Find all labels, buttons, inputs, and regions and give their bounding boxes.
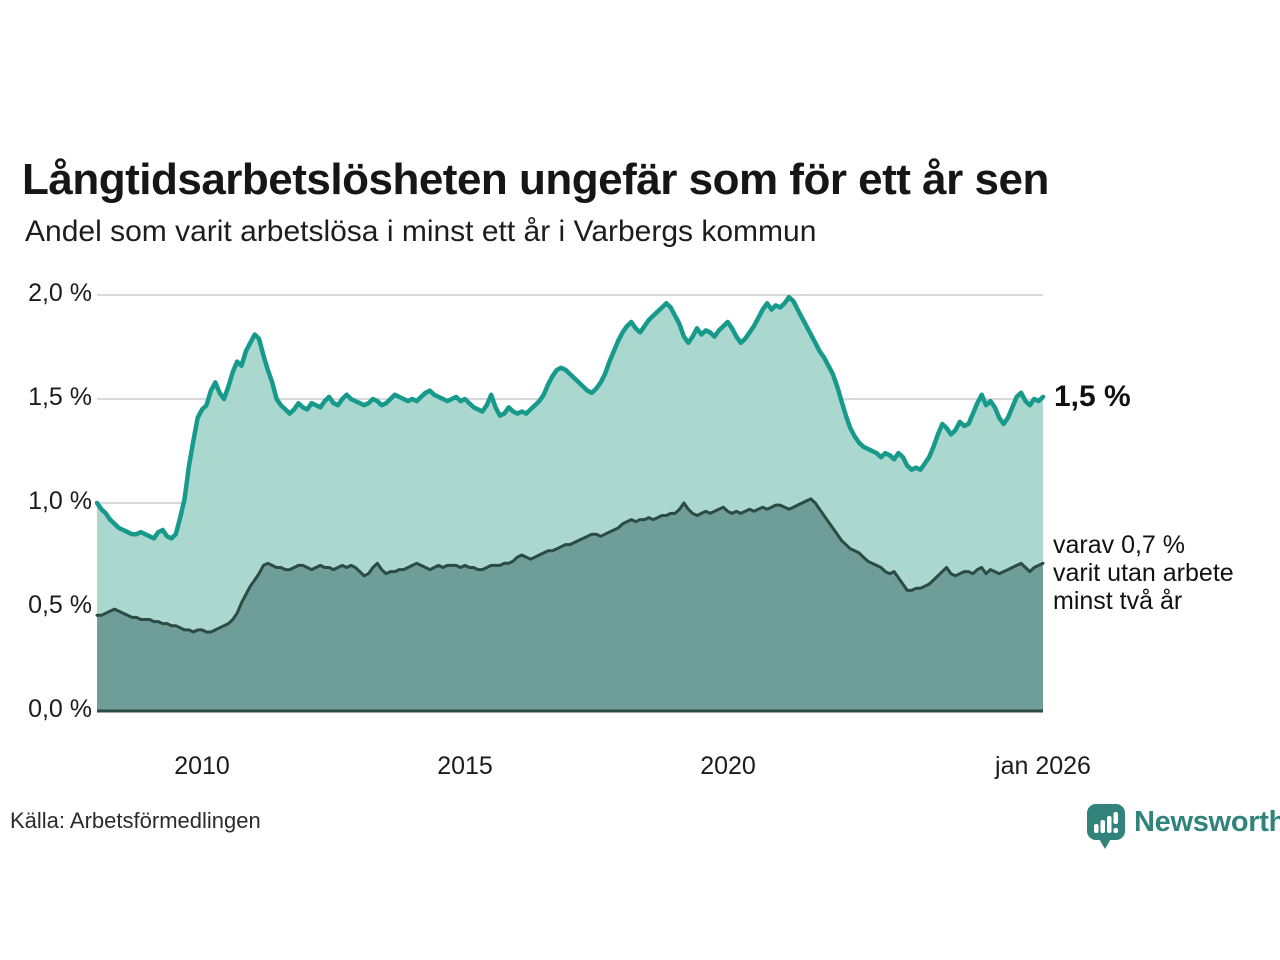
y-axis-tick: 2,0 % [28,279,92,307]
brand-name: Newsworthy [1134,806,1280,838]
annotation-line: varav 0,7 % [1053,531,1186,559]
latest-value-label: 1,5 % [1054,380,1131,413]
x-axis-tick: jan 2026 [995,752,1091,780]
y-axis-tick: 0,5 % [28,591,92,619]
x-axis-tick: 2015 [437,752,493,780]
y-axis-tick: 1,5 % [28,383,92,411]
annotation-line: minst två år [1053,587,1183,615]
annotation-line: varit utan arbete [1053,559,1234,587]
secondary-series-annotation: varav 0,7 % varit utan arbete minst två … [1053,531,1234,615]
page-title: Långtidsarbetslösheten ungefär som för e… [22,155,1049,205]
x-axis-tick: 2010 [174,752,230,780]
page-subtitle: Andel som varit arbetslösa i minst ett å… [25,215,817,248]
source-caption: Källa: Arbetsförmedlingen [10,808,261,833]
x-axis-tick: 2020 [700,752,756,780]
newsworthy-logo: Newsworthy [1086,803,1280,850]
y-axis-tick: 0,0 % [28,695,92,723]
bar-chart-speech-bubble-icon [1087,804,1125,849]
y-axis-tick: 1,0 % [28,487,92,515]
